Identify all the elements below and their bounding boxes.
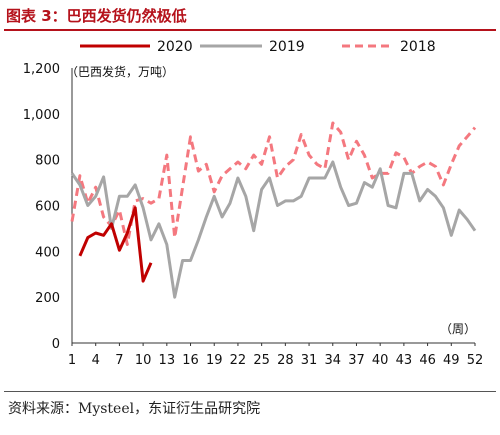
y-unit-label: （巴西发货，万吨） [66,64,174,79]
x-tick-label: 49 [443,353,460,368]
x-tick-label: 52 [467,353,484,368]
x-unit-label: （周） [440,322,476,336]
figure-title: 图表 3：巴西发货仍然极低 [6,7,187,25]
source-rule [4,391,496,392]
y-tick-label: 1,200 [23,62,60,77]
x-tick-label: 22 [230,353,247,368]
series-line-2019 [70,160,477,299]
x-tick-label: 31 [301,353,318,368]
x-tick-label: 1 [68,353,76,368]
y-tick-label: 800 [35,154,60,169]
y-tick-label: 1,000 [23,108,60,123]
x-tick-label: 34 [324,353,341,368]
y-tick-label: 400 [35,245,60,260]
legend-label-2019: 2019 [269,39,305,55]
x-tick-label: 4 [92,353,100,368]
x-tick-label: 13 [159,353,176,368]
tick-labels: 0 200 400 600 800 1,000 1,200 1 4 7 10 13 16 19 22 25 28… [23,62,483,368]
x-tick-label: 16 [182,353,199,368]
legend: 2020 2019 2018 [80,39,436,55]
series-line-2020 [78,206,153,283]
source-note: 资料来源：Mysteel，东证衍生品研究院 [8,401,261,417]
title-rule [4,29,496,31]
series-group [70,121,477,299]
x-tick-label: 19 [206,353,223,368]
chart: 2020 2019 2018 （巴西发货，万吨） （周） 0 200 400 600 800… [23,39,483,368]
y-tick-label: 0 [52,337,60,352]
x-tick-label: 37 [348,353,365,368]
x-tick-label: 25 [253,353,270,368]
legend-label-2020: 2020 [157,39,193,55]
legend-label-2018: 2018 [400,39,436,55]
x-tick-label: 10 [135,353,152,368]
y-tick-label: 200 [35,291,60,306]
y-tick-label: 600 [35,200,60,215]
x-tick-label: 43 [396,353,413,368]
x-tick-label: 46 [419,353,436,368]
x-tick-label: 7 [115,353,123,368]
x-tick-label: 40 [372,353,389,368]
axes [71,68,476,346]
x-tick-label: 28 [277,353,294,368]
